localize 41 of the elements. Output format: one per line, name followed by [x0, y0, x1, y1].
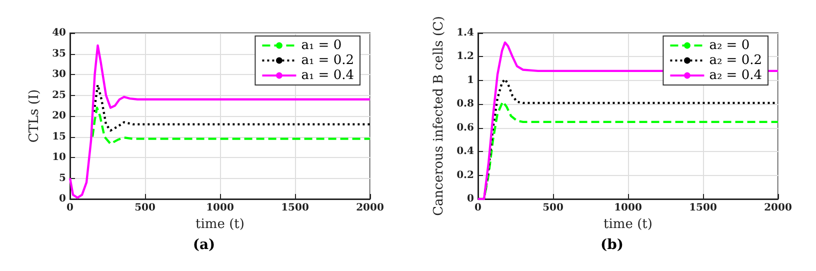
y-tick-label: 15: [52, 131, 66, 142]
x-axis-title: time (t): [196, 216, 244, 232]
y-tick-label: 30: [52, 69, 66, 80]
y-axis-title: Cancerous infected B cells (C): [432, 16, 447, 216]
line-series: [92, 84, 372, 132]
y-tick-label: 40: [52, 28, 66, 38]
x-tick-label: 0: [66, 202, 74, 214]
legend-label: a₂ = 0: [709, 38, 750, 53]
legend-label: a₁ = 0: [301, 38, 342, 53]
x-tick-label: 500: [134, 202, 156, 214]
legend-label: a₂ = 0.2: [709, 53, 762, 68]
text: (a): [192, 237, 216, 253]
x-tick-label: 1000: [206, 202, 234, 214]
x-tick-label: 1500: [689, 202, 717, 214]
line-series: [91, 106, 372, 145]
x-tick-label: 2000: [356, 202, 384, 214]
y-axis-title: CTLs (I): [27, 89, 42, 143]
x-tick-label: 1500: [281, 202, 309, 214]
text: (b): [600, 237, 624, 253]
legend-label: a₂ = 0.4: [709, 68, 762, 83]
y-tick-label: 0.6: [456, 122, 474, 134]
x-tick-label: 500: [542, 202, 564, 214]
y-tick-label: 0: [59, 194, 66, 204]
y-tick-label: 10: [52, 152, 66, 163]
y-tick-label: 1.2: [456, 51, 474, 62]
legend-label: a₁ = 0.2: [301, 53, 354, 68]
x-tick-label: 0: [474, 202, 482, 214]
x-axis-title: time (t): [604, 216, 652, 232]
x-tick-label: 2000: [764, 202, 792, 214]
y-tick-label: 5: [59, 172, 66, 184]
y-tick-label: 35: [52, 48, 66, 60]
y-tick-label: 0.4: [456, 146, 474, 158]
x-tick-label: 1000: [614, 202, 642, 214]
legend-label: a₁ = 0.4: [301, 68, 354, 83]
y-tick-label: 0: [467, 194, 474, 204]
y-tick-label: 25: [52, 90, 66, 101]
y-tick-label: 0.2: [456, 170, 474, 181]
y-tick-label: 0.8: [456, 98, 474, 110]
y-tick-label: 1: [467, 74, 474, 86]
y-tick-label: 20: [52, 110, 66, 122]
y-tick-label: 1.4: [456, 28, 474, 38]
